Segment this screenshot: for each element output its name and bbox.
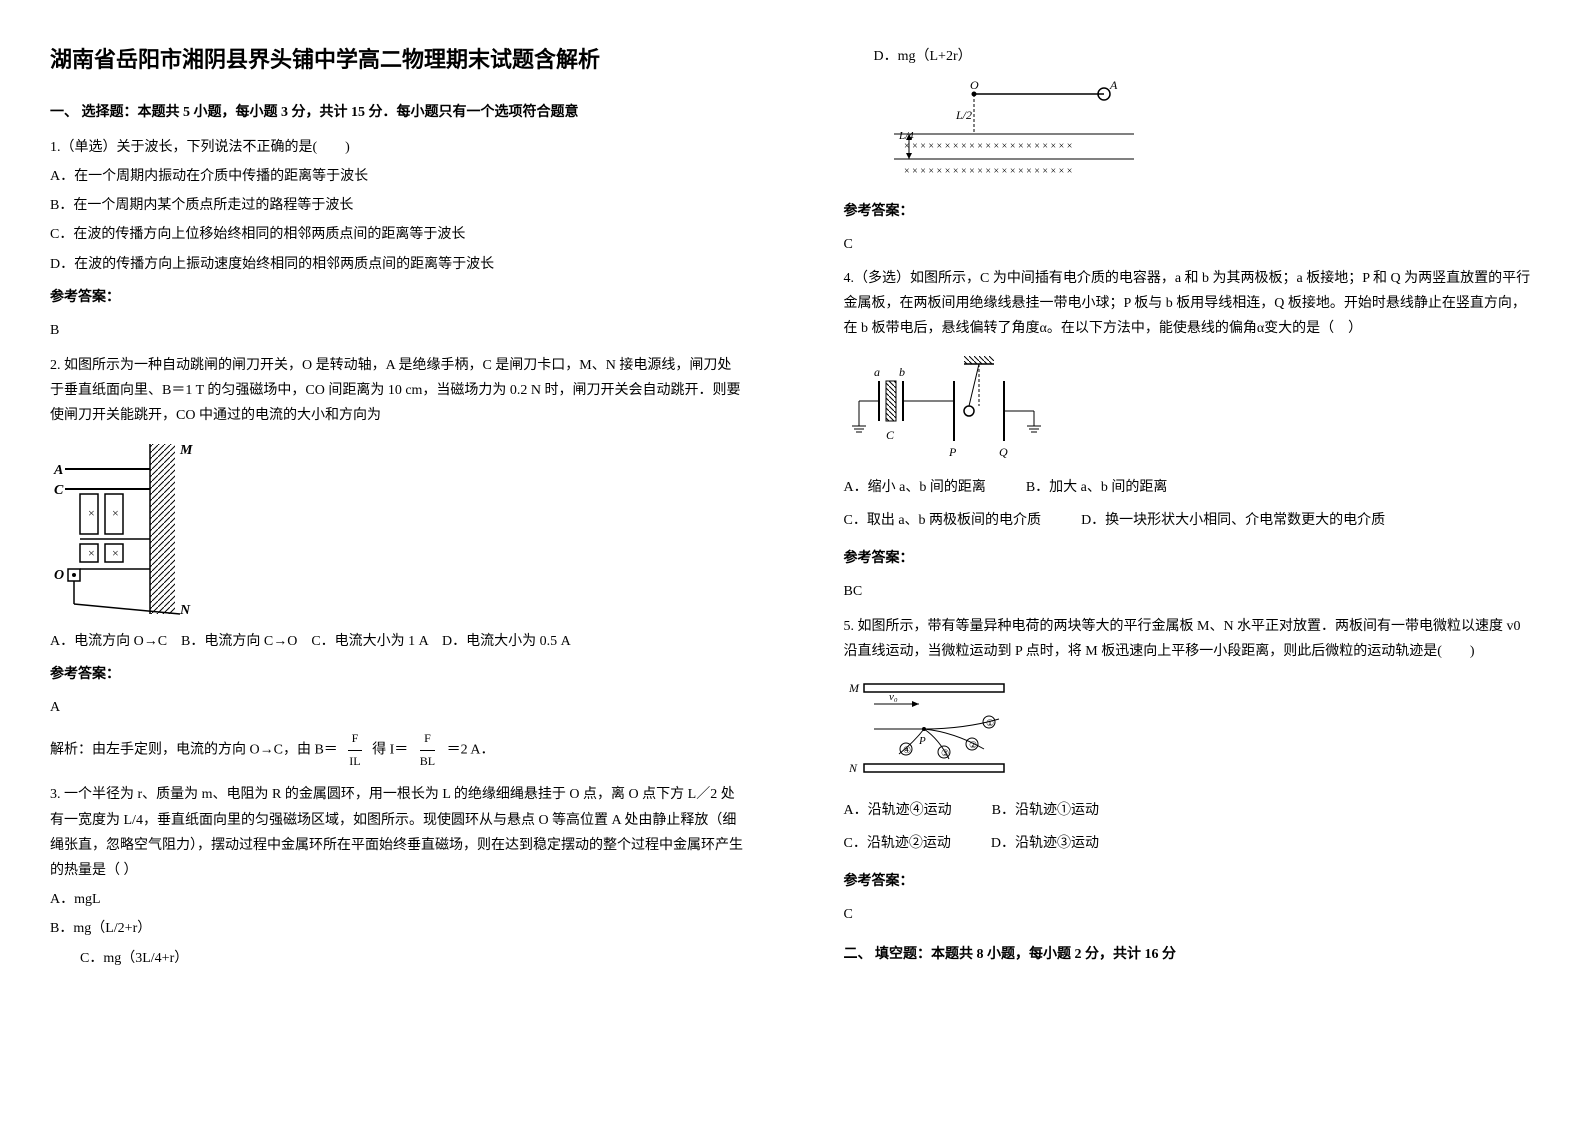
q2-frac2-num: F (420, 728, 435, 751)
svg-text:×: × (88, 546, 95, 560)
q3-answer: C (844, 232, 1538, 257)
svg-text:①: ① (986, 718, 994, 728)
q3-answer-label: 参考答案： (844, 199, 1538, 224)
q1-opt-b: B．在一个周期内某个质点所走过的路程等于波长 (50, 193, 744, 218)
question-4: 4.（多选）如图所示，C 为中间插有电介质的电容器，a 和 b 为其两极板；a … (844, 266, 1538, 604)
q2-frac1-num: F (348, 728, 363, 751)
q2-options: A．电流方向 O→C B．电流方向 C→O C．电流大小为 1 A D．电流大小… (50, 629, 744, 654)
question-5: 5. 如图所示，带有等量异种电荷的两块等大的平行金属板 M、N 水平正对放置．两… (844, 614, 1538, 927)
svg-text:N: N (848, 761, 858, 775)
q2-answer-label: 参考答案： (50, 662, 744, 687)
q2-frac1-den: IL (345, 751, 364, 773)
q5-answer: C (844, 902, 1538, 927)
svg-text:③: ③ (941, 748, 949, 758)
svg-text:C: C (54, 483, 64, 498)
question-3: 3. 一个半径为 r、质量为 m、电阻为 R 的金属圆环，用一根长为 L 的绝缘… (50, 782, 744, 970)
q1-opt-c: C．在波的传播方向上位移始终相同的相邻两质点间的距离等于波长 (50, 222, 744, 247)
q5-opt-b: B．沿轨迹①运动 (992, 798, 1099, 823)
q3-opt-d: D．mg（L+2r） (874, 44, 1538, 69)
q3-opt-a: A．mgL (50, 887, 744, 912)
q5-opt-c: C．沿轨迹②运动 (844, 831, 951, 856)
svg-text:b: b (899, 365, 905, 379)
svg-text:L/4: L/4 (898, 130, 914, 142)
q5-answer-label: 参考答案： (844, 869, 1538, 894)
q3-opt-b: B．mg（L/2+r） (50, 916, 744, 941)
svg-text:N: N (179, 603, 191, 618)
q4-answer-label: 参考答案： (844, 546, 1538, 571)
svg-text:P: P (918, 735, 926, 747)
svg-text:v₀: v₀ (889, 691, 898, 703)
svg-text:C: C (886, 428, 895, 442)
q2-answer: A (50, 695, 744, 720)
svg-text:×: × (88, 506, 95, 520)
q1-answer: B (50, 318, 744, 343)
q4-stem: 4.（多选）如图所示，C 为中间插有电介质的电容器，a 和 b 为其两极板；a … (844, 266, 1538, 342)
q4-opt-a: A．缩小 a、b 间的距离 (844, 475, 986, 500)
svg-text:②: ② (969, 740, 977, 750)
q2-explain: 解析：由左手定则，电流的方向 O→C，由 B＝ F IL 得 I＝ F BL ＝… (50, 728, 744, 772)
svg-text:a: a (874, 365, 880, 379)
svg-text:Q: Q (999, 445, 1008, 459)
q2-explain-mid: 得 I＝ (372, 743, 408, 758)
q2-frac2-den: BL (416, 751, 439, 773)
svg-text:×: × (112, 506, 119, 520)
q4-opt-c: C．取出 a、b 两极板间的电介质 (844, 508, 1042, 533)
q2-stem: 2. 如图所示为一种自动跳闸的闸刀开关，O 是转动轴，A 是绝缘手柄，C 是闸刀… (50, 353, 744, 429)
svg-text:P: P (948, 445, 957, 459)
svg-text:M: M (848, 681, 860, 695)
svg-text:A: A (53, 463, 63, 478)
svg-text:M: M (179, 443, 193, 458)
q3-opt-c: C．mg（3L/4+r） (80, 946, 744, 971)
svg-text:O: O (970, 79, 979, 92)
q4-answer: BC (844, 579, 1538, 604)
svg-text:× × × × × × × × × × × × × × ×: × × × × × × × × × × × × × × × × × × × × … (904, 166, 1072, 177)
q2-explain-prefix: 解析：由左手定则，电流的方向 O→C，由 B＝ (50, 743, 338, 758)
q5-opt-a: A．沿轨迹④运动 (844, 798, 952, 823)
q2-figure: × × × × A C O M N (50, 439, 220, 619)
q3-stem: 3. 一个半径为 r、质量为 m、电阻为 R 的金属圆环，用一根长为 L 的绝缘… (50, 782, 744, 883)
svg-text:× × × × × × × × × × × × × × ×: × × × × × × × × × × × × × × × × × × × × … (904, 141, 1072, 152)
q3-figure: O A L/2 × × × × × × × × × × × × × × × × … (884, 79, 1144, 189)
svg-text:O: O (54, 568, 64, 583)
q4-opt-b: B．加大 a、b 间的距离 (1026, 475, 1168, 500)
svg-text:④: ④ (903, 745, 911, 755)
q1-stem: 1.（单选）关于波长，下列说法不正确的是( ) (50, 135, 744, 160)
section-2-heading: 二、 填空题：本题共 8 小题，每小题 2 分，共计 16 分 (844, 942, 1538, 967)
q4-figure: a b C P Q (844, 351, 1064, 461)
q2-frac1: F IL (345, 728, 364, 772)
page-title: 湖南省岳阳市湘阴县界头铺中学高二物理期末试题含解析 (50, 40, 744, 80)
section-1-heading: 一、 选择题：本题共 5 小题，每小题 3 分，共计 15 分．每小题只有一个选… (50, 100, 744, 125)
q5-opt-d: D．沿轨迹③运动 (991, 831, 1099, 856)
q2-explain-suffix: ＝2 A． (447, 743, 495, 758)
q1-opt-a: A．在一个周期内振动在介质中传播的距离等于波长 (50, 164, 744, 189)
q5-figure: M N v₀ P ① ② ③ ④ (844, 674, 1044, 784)
q5-stem: 5. 如图所示，带有等量异种电荷的两块等大的平行金属板 M、N 水平正对放置．两… (844, 614, 1538, 664)
q2-frac2: F BL (416, 728, 439, 772)
svg-text:A: A (1109, 79, 1118, 92)
question-2: 2. 如图所示为一种自动跳闸的闸刀开关，O 是转动轴，A 是绝缘手柄，C 是闸刀… (50, 353, 744, 772)
q1-opt-d: D．在波的传播方向上振动速度始终相同的相邻两质点间的距离等于波长 (50, 252, 744, 277)
q4-opt-d: D．换一块形状大小相同、介电常数更大的电介质 (1081, 508, 1385, 533)
svg-text:L/2: L/2 (955, 108, 972, 122)
question-1: 1.（单选）关于波长，下列说法不正确的是( ) A．在一个周期内振动在介质中传播… (50, 135, 744, 343)
q1-answer-label: 参考答案： (50, 285, 744, 310)
svg-text:×: × (112, 546, 119, 560)
